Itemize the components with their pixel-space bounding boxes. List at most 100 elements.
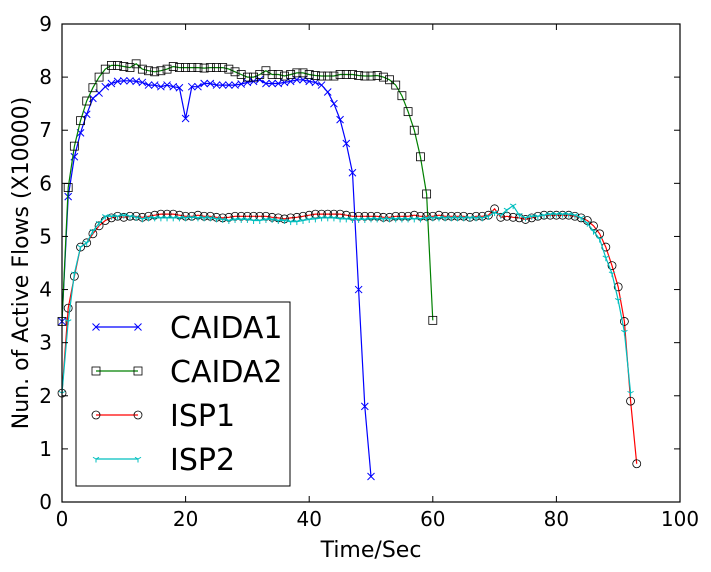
data-point-caida1: [157, 82, 165, 91]
y-tick-label: 0: [39, 490, 52, 514]
data-point-caida1: [181, 114, 190, 123]
data-point-isp2: [522, 215, 529, 222]
data-point-caida1: [101, 82, 110, 91]
data-point-caida2-shape: [428, 315, 438, 325]
data-point-caida2: [409, 125, 419, 135]
data-point-isp2: [213, 216, 220, 223]
data-point-caida2: [391, 80, 401, 90]
data-point-caida1-stroke: [206, 79, 215, 88]
data-point-isp2-stroke: [287, 219, 291, 223]
legend-marker-isp2: [134, 456, 142, 463]
data-point-isp2: [287, 219, 294, 226]
data-point-caida1-stroke: [157, 82, 165, 91]
data-point-isp2: [528, 214, 535, 220]
data-point-isp2: [417, 216, 424, 223]
data-point-caida2-shape: [175, 63, 184, 72]
data-point-caida2: [199, 63, 209, 73]
data-point-isp2-stroke: [299, 218, 304, 221]
data-point-isp2-stroke: [472, 215, 477, 219]
data-point-isp2: [491, 210, 498, 217]
data-point-isp2-stroke: [364, 217, 369, 220]
data-point-caida2: [94, 72, 104, 82]
data-point-isp2: [182, 215, 189, 222]
data-point-caida1-stroke: [330, 99, 338, 108]
data-point-isp2-stroke: [250, 218, 254, 221]
data-point-isp1-shape: [107, 213, 116, 223]
data-point-isp1: [76, 242, 85, 252]
data-point-isp2: [237, 217, 245, 223]
data-point-isp2: [318, 215, 325, 222]
data-point-isp2-stroke: [435, 215, 440, 219]
data-point-isp2-stroke: [395, 216, 400, 220]
data-point-caida2: [286, 70, 296, 79]
series-line-caida2: [61, 63, 434, 322]
data-point-isp2-stroke: [151, 215, 155, 219]
data-point-isp2-stroke: [478, 215, 483, 219]
data-point-isp2-stroke: [132, 215, 137, 218]
data-point-caida2-shape: [162, 64, 172, 74]
data-point-isp2: [219, 217, 226, 223]
data-point-isp2-stroke: [358, 217, 362, 220]
data-point-caida2-shape: [88, 83, 98, 93]
data-point-caida2: [168, 62, 178, 71]
data-point-caida2-shape: [107, 61, 116, 70]
data-point-caida2-shape: [304, 70, 314, 79]
data-point-isp1: [119, 212, 129, 222]
data-point-caida2-shape: [131, 59, 141, 69]
data-point-caida2: [348, 70, 357, 79]
data-point-isp2-stroke: [417, 216, 421, 220]
data-point-caida1-stroke: [169, 82, 178, 91]
data-point-isp2-stroke: [111, 214, 115, 217]
data-point-isp2: [559, 211, 566, 218]
data-point-isp2-stroke: [318, 215, 322, 219]
data-point-isp2-stroke: [451, 215, 455, 219]
x-tick-label: 60: [420, 507, 445, 531]
legend-marker-caida2: [91, 366, 101, 376]
legend-marker-isp1: [133, 410, 143, 420]
data-point-isp2-stroke: [410, 216, 415, 220]
data-point-isp2: [163, 215, 171, 222]
data-point-caida2: [162, 64, 172, 74]
data-point-caida1: [262, 79, 270, 88]
data-point-caida1-stroke: [200, 79, 208, 88]
data-point-caida2: [378, 72, 388, 82]
data-point-isp2-stroke: [562, 211, 566, 215]
data-point-caida2-shape: [156, 66, 166, 76]
plot-frame: [61, 23, 681, 503]
data-point-caida2: [292, 68, 302, 78]
data-point-caida1: [150, 81, 159, 89]
data-point-isp2-stroke: [222, 217, 226, 220]
data-point-isp2-stroke: [553, 211, 557, 215]
data-point-isp2-stroke: [157, 215, 162, 219]
data-point-isp1-shape: [508, 212, 518, 222]
data-point-isp2: [151, 215, 158, 222]
y-tick-label: 4: [39, 278, 52, 302]
data-point-caida1: [126, 76, 134, 85]
data-point-isp1-shape: [76, 242, 85, 252]
data-point-isp2-stroke: [92, 228, 97, 232]
data-point-isp2: [108, 214, 115, 220]
data-point-caida2: [310, 71, 320, 80]
data-point-caida2: [422, 189, 432, 199]
data-point-isp2-stroke: [169, 215, 174, 219]
data-point-caida2: [354, 71, 364, 80]
data-point-caida1-stroke: [138, 78, 147, 87]
data-point-caida2-shape: [298, 68, 308, 78]
data-point-isp2: [145, 215, 152, 222]
data-point-caida2: [193, 63, 203, 72]
data-point-isp2-stroke: [624, 329, 628, 333]
data-point-isp2-stroke: [219, 217, 223, 220]
data-point-isp2-stroke: [203, 215, 208, 219]
data-point-isp1-shape: [94, 221, 104, 231]
data-point-isp2-stroke: [370, 216, 375, 220]
data-point-caida1-stroke: [194, 82, 202, 91]
data-point-isp2-stroke: [74, 271, 78, 275]
data-point-isp2: [472, 215, 480, 222]
data-point-isp2-stroke: [321, 215, 325, 219]
data-point-isp2-stroke: [315, 216, 319, 220]
data-point-isp1-shape: [514, 213, 524, 223]
data-point-caida2: [119, 62, 129, 71]
data-point-isp2: [392, 216, 400, 223]
data-point-caida2-shape: [119, 62, 129, 71]
data-point-isp2-stroke: [367, 216, 372, 220]
